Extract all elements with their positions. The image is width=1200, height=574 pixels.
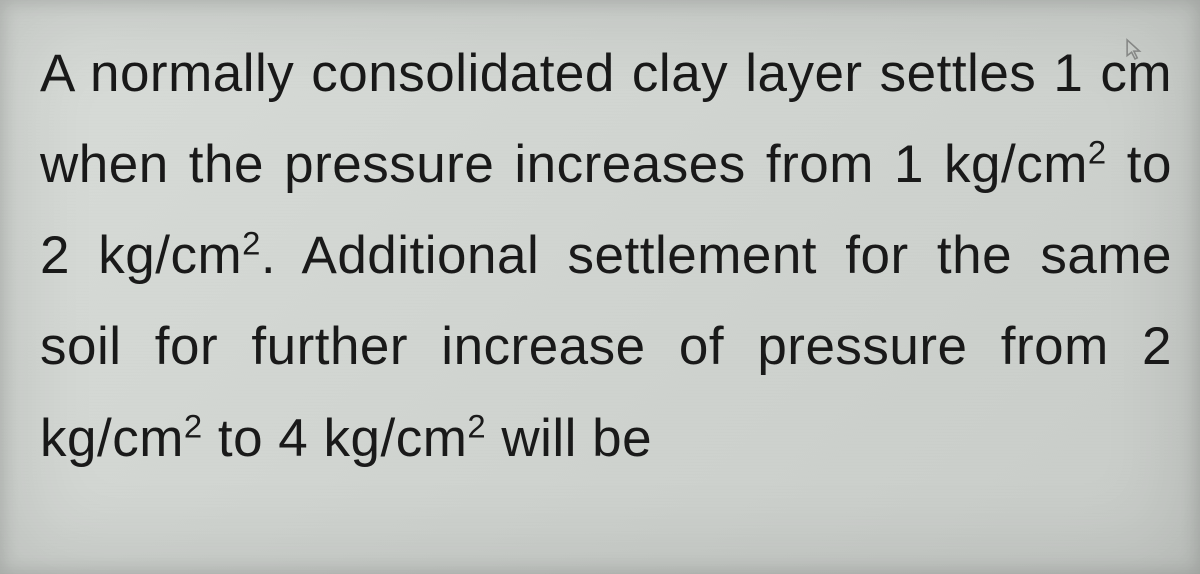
- document-viewport: A normally consolidated clay layer settl…: [0, 0, 1200, 574]
- question-paragraph: A normally consolidated clay layer settl…: [40, 28, 1172, 484]
